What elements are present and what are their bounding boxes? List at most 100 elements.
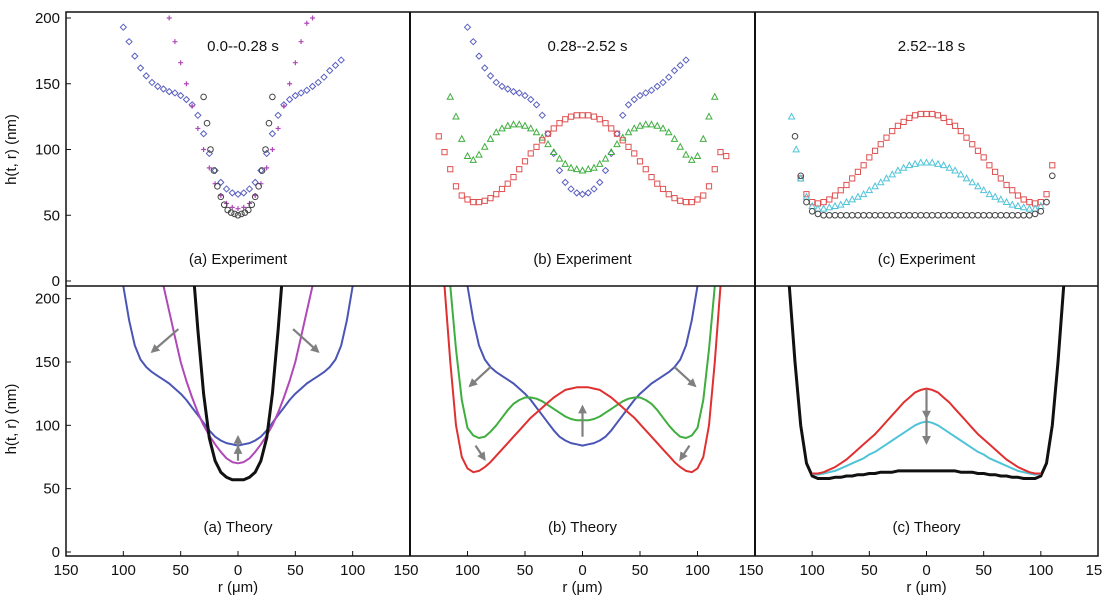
series-b-exp-2-point <box>654 180 661 187</box>
series-c-exp-1-point <box>962 174 971 182</box>
series-b-exp-0-point <box>653 82 661 91</box>
figure-frame <box>65 11 1099 557</box>
series-a-exp-1-point <box>269 147 275 152</box>
series-c-exp-0-point <box>860 162 867 169</box>
series-c-exp-0-point <box>929 110 936 118</box>
series-b-exp-1-point <box>584 164 593 173</box>
series-b-exp-0-point <box>676 61 684 70</box>
series-c-exp-0-point <box>889 127 896 135</box>
series-b-exp-1-point <box>705 112 713 120</box>
y-tick-label: 50 <box>43 207 60 224</box>
series-b-exp-0-point <box>682 56 690 64</box>
series-c-exp-0-point <box>820 199 827 206</box>
series-b-exp-2-point <box>585 112 592 119</box>
x-tick-label: 50 <box>632 562 649 579</box>
series-c-exp-0-point <box>969 141 976 148</box>
series-c-exp-1-point <box>951 166 959 174</box>
series-c-th-0-line <box>787 285 1066 480</box>
series-c-exp-2-point <box>848 211 856 219</box>
x-tick-label: 100 <box>340 562 365 579</box>
plot-area <box>787 110 1056 219</box>
series-a-exp-2-point <box>207 146 214 153</box>
series-c-exp-1-point <box>916 158 925 166</box>
trend-arrow <box>150 328 180 354</box>
series-b-exp-0-point <box>636 91 644 100</box>
trend-arrow <box>474 444 486 462</box>
series-b-exp-0-point <box>624 101 633 109</box>
series-b-exp-0-point <box>509 87 518 96</box>
series-a-exp-0-point <box>285 95 294 104</box>
series-b-exp-0-point <box>486 72 495 80</box>
series-c-exp-1-point <box>899 163 908 171</box>
series-c-exp-2-point <box>888 211 896 219</box>
panel-a-exp: (a) Experiment 0.0--0.28 s <box>119 15 345 268</box>
series-c-exp-0-point <box>871 147 879 154</box>
series-b-exp-1-point <box>699 134 708 142</box>
series-c-exp-1-point <box>974 182 982 190</box>
x-tick-label: 150 <box>53 562 78 579</box>
panel-a-th: (a) Theory <box>122 285 354 536</box>
series-b-exp-2-point <box>671 195 678 202</box>
series-a-exp-2 <box>200 93 276 219</box>
series-c-exp-0-point <box>911 112 919 119</box>
series-c-exp-1-point <box>939 161 948 169</box>
series-c-exp-2-point <box>974 211 982 219</box>
series-b-exp-2-point <box>602 120 609 127</box>
series-b-exp-1-point <box>457 134 466 142</box>
series-c-exp-0-point <box>957 127 964 135</box>
series-b-exp-1-point <box>624 128 633 136</box>
series-a-exp-0-point <box>314 78 322 87</box>
series-a-exp-1-point <box>178 60 184 66</box>
series-b-exp-1-point <box>693 151 702 159</box>
series-a-exp-0-point <box>337 56 345 64</box>
series-b-exp-0-point <box>567 185 575 193</box>
series-b-exp-2-point <box>452 183 460 190</box>
series-c-exp-0-point <box>917 110 924 118</box>
series-b-exp-2-point <box>498 185 506 193</box>
series-b-exp-2-point <box>458 192 465 199</box>
series-a-th-2-line <box>192 285 284 482</box>
series-c-exp-2-point <box>928 211 936 219</box>
series-a-exp-0-point <box>291 91 300 100</box>
panels-layer: (a) Experiment 0.0--0.28 s (b) Experiment 0… <box>119 15 1066 536</box>
series-b-exp-1-point <box>659 124 667 132</box>
series-c-exp-0-point <box>923 110 930 118</box>
series-c-exp-1-point <box>922 158 931 166</box>
series-a-exp-0-point <box>217 178 225 187</box>
series-b-exp-0-point <box>642 89 650 97</box>
series-c-exp-2-point <box>860 211 867 219</box>
series-b-exp-0-point <box>515 89 523 97</box>
series-b-exp-0-point <box>521 91 529 100</box>
series-b-exp-2-point <box>441 149 448 156</box>
series-b-exp-0-point <box>463 23 472 31</box>
series-c-exp-1-point <box>1025 204 1034 212</box>
series-a-exp-0-point <box>154 82 162 91</box>
series-b-exp-0-point <box>584 189 592 197</box>
series-b-exp-1-point <box>641 120 650 128</box>
series-b-exp-1-point <box>636 121 644 129</box>
series-c-exp-1-point <box>854 192 862 200</box>
series-c-exp-0-point <box>1049 162 1056 169</box>
series-a-exp-0-point <box>320 73 328 81</box>
series-c-exp-0-point <box>934 112 942 119</box>
series-c-exp-2-point <box>923 211 930 219</box>
series-b-exp-2-point <box>464 196 471 203</box>
series-a-exp-2-point <box>227 209 235 216</box>
series-b-th-2-line <box>443 285 722 474</box>
series-b-exp-2-point <box>533 143 540 150</box>
series-a-th-1-line <box>162 285 314 465</box>
series-b-exp-1-point <box>647 120 656 128</box>
series-c-exp-0-point <box>974 147 982 154</box>
series-b-exp-2-point <box>573 112 580 119</box>
series-a-exp-2-point <box>269 93 276 101</box>
series-c-exp-0-point <box>997 175 1004 182</box>
series-a-exp-1-point <box>275 125 281 131</box>
series-a-exp-2-point <box>255 183 262 190</box>
series-b-exp-1-point <box>475 150 483 158</box>
series-b-exp-1-point <box>601 154 610 162</box>
series-b-exp-2-point <box>516 166 523 173</box>
panel-caption: (a) Theory <box>204 519 273 536</box>
series-a-th-0-line <box>122 285 354 447</box>
x-tick-label: 50 <box>861 562 878 579</box>
series-b-exp-1-point <box>480 142 489 150</box>
